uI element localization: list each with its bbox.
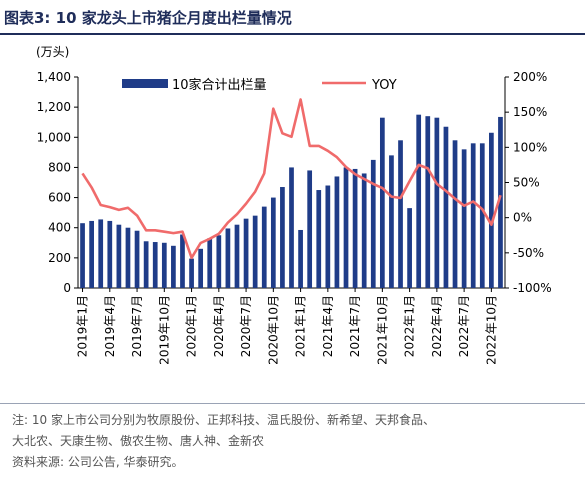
bar <box>243 218 249 288</box>
right-tick-label: -100% <box>513 281 552 295</box>
bar <box>389 155 394 288</box>
left-tick-label: 800 <box>48 160 71 174</box>
right-tick-label: 150% <box>513 105 547 119</box>
bar <box>334 176 340 288</box>
bar <box>434 117 440 288</box>
bar <box>352 168 358 288</box>
bar <box>143 241 149 288</box>
x-tick-label: 2020年10月 <box>266 295 280 365</box>
right-tick-label: 50% <box>513 176 540 190</box>
bar <box>461 149 467 288</box>
x-tick-label: 2020年4月 <box>212 295 226 357</box>
bar <box>307 170 313 288</box>
x-tick-label: 2022年4月 <box>430 295 444 357</box>
x-tick-label: 2019年10月 <box>157 295 171 365</box>
bar <box>134 230 140 288</box>
bar <box>289 167 294 288</box>
bar <box>89 220 94 288</box>
bar <box>107 220 113 288</box>
x-tick-label: 2020年1月 <box>185 295 199 357</box>
bar <box>198 248 204 288</box>
x-tick-label: 2021年10月 <box>375 295 389 365</box>
notes-block: 注: 10 家上市公司分别为牧原股份、正邦科技、温氏股份、新希望、天邦食品、 大… <box>12 410 577 473</box>
left-tick-label: 1,200 <box>37 100 71 114</box>
title-bar: 图表3: 10 家龙头上市猪企月度出栏量情况 <box>0 0 585 33</box>
bar <box>98 219 104 288</box>
bar <box>443 126 449 288</box>
bar <box>189 258 194 288</box>
x-tick-label: 2022年1月 <box>403 295 417 357</box>
x-tick-label: 2021年4月 <box>321 295 335 357</box>
left-tick-label: 200 <box>48 251 71 265</box>
bar <box>80 223 85 288</box>
bar <box>361 173 367 288</box>
x-tick-label: 2019年1月 <box>76 295 90 357</box>
bar <box>207 238 213 288</box>
x-tick-label: 2019年4月 <box>103 295 117 357</box>
bar <box>125 227 131 288</box>
left-tick-label: 400 <box>48 221 71 235</box>
bar <box>270 197 276 288</box>
chart-title: 图表3: 10 家龙头上市猪企月度出栏量情况 <box>4 9 292 27</box>
bar <box>407 208 412 288</box>
bar <box>216 235 222 288</box>
bar <box>398 140 403 288</box>
bar <box>316 190 322 288</box>
notes-divider <box>0 403 585 404</box>
bar <box>180 234 185 288</box>
x-tick-label: 2021年7月 <box>348 295 362 357</box>
bar <box>252 215 258 288</box>
bar <box>379 117 385 288</box>
y-unit-label: (万头) <box>36 45 69 59</box>
left-tick-label: 0 <box>63 281 71 295</box>
bar <box>280 187 285 288</box>
bar <box>161 242 167 288</box>
bar <box>425 116 431 288</box>
left-tick-label: 1,400 <box>37 70 71 84</box>
left-tick-label: 1,000 <box>37 130 71 144</box>
bar <box>470 143 476 288</box>
bar <box>298 229 303 288</box>
bar <box>489 132 494 288</box>
bar <box>171 245 176 288</box>
title-underline <box>0 33 585 35</box>
x-tick-label: 2019年7月 <box>130 295 144 357</box>
bar <box>261 206 267 288</box>
bar <box>325 185 331 288</box>
x-tick-label: 2022年10月 <box>484 295 498 365</box>
right-tick-label: 200% <box>513 70 547 84</box>
legend-bar-label: 10家合计出栏量 <box>172 77 267 93</box>
bar <box>234 224 240 288</box>
x-tick-label: 2022年7月 <box>457 295 471 357</box>
bar <box>116 224 122 288</box>
bar <box>498 116 503 288</box>
legend-line-label: YOY <box>371 78 397 93</box>
note-line-1: 注: 10 家上市公司分别为牧原股份、正邦科技、温氏股份、新希望、天邦食品、 <box>12 413 435 427</box>
chart-area: (万头) 0 200 400 600 800 1,000 1,200 1,400 -100% -50… <box>36 45 552 365</box>
right-tick-label: 100% <box>513 140 547 154</box>
bar <box>452 140 458 288</box>
bar <box>225 228 231 288</box>
note-line-3: 资料来源: 公司公告, 华泰研究。 <box>12 455 184 469</box>
x-tick-label: 2020年7月 <box>239 295 253 357</box>
left-tick-label: 600 <box>48 191 71 205</box>
bar <box>152 242 158 288</box>
right-tick-label: 0% <box>513 211 532 225</box>
bar <box>343 167 349 288</box>
bar <box>479 143 485 288</box>
right-tick-label: -50% <box>513 246 544 260</box>
x-tick-label: 2021年1月 <box>294 295 308 357</box>
note-line-2: 大北农、天康生物、傲农生物、唐人神、金新农 <box>12 434 265 448</box>
legend-bar-swatch <box>122 79 168 88</box>
bar <box>370 159 376 288</box>
bar <box>416 114 422 288</box>
